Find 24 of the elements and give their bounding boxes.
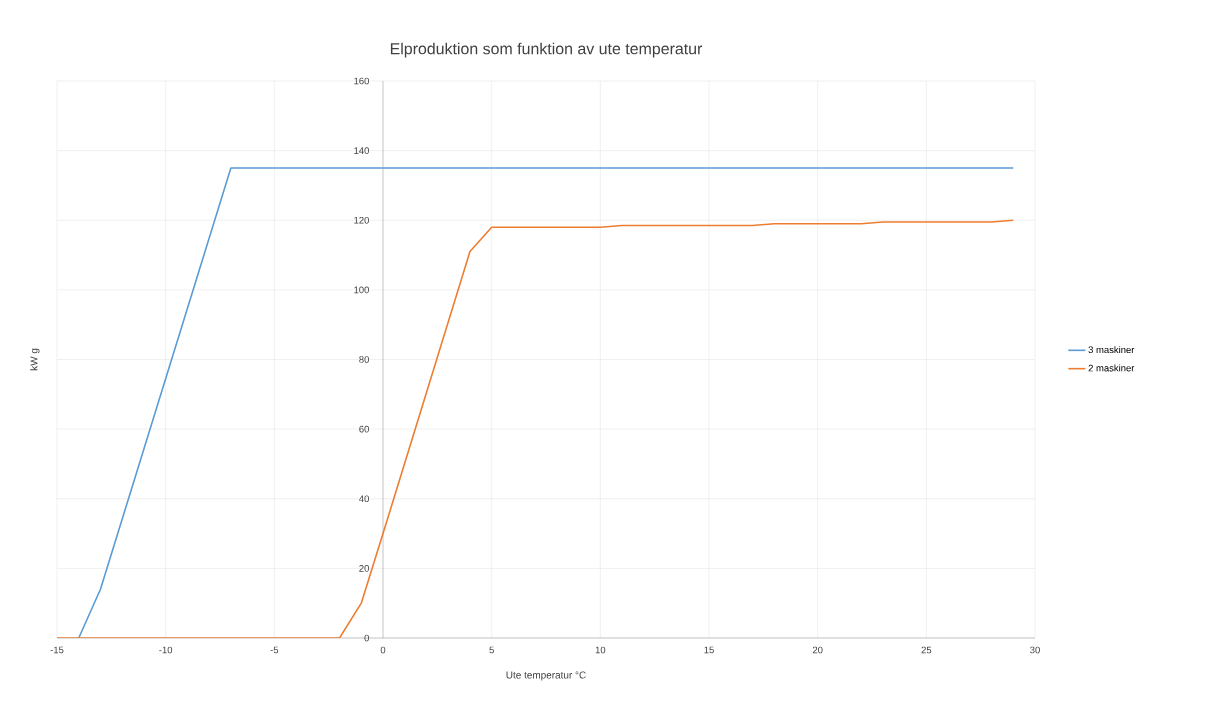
- chart-title: Elproduktion som funktion av ute temperatur: [390, 42, 703, 58]
- y-axis-title: kW g: [30, 348, 40, 371]
- x-axis-title: Ute temperatur °C: [506, 671, 586, 681]
- x-tick-label: 20: [812, 646, 823, 654]
- y-tick-label: 160: [354, 77, 369, 85]
- y-tick-label: 140: [354, 147, 369, 154]
- y-tick-label: 120: [354, 216, 369, 224]
- x-tick-label: 10: [595, 646, 606, 654]
- x-tick-label: 25: [921, 646, 932, 654]
- x-tick-label: 5: [489, 646, 494, 654]
- x-tick-label: -5: [270, 646, 279, 654]
- y-tick-label: 0: [364, 634, 369, 642]
- y-tick-label: 100: [354, 286, 369, 294]
- y-tick-label: 40: [359, 495, 369, 503]
- x-tick-label: -10: [159, 646, 173, 654]
- x-tick-label: 30: [1030, 646, 1040, 654]
- x-tick-label: -15: [50, 646, 64, 654]
- y-tick-label: 20: [359, 565, 369, 572]
- x-tick-label: 0: [380, 646, 386, 654]
- y-tick-label: 80: [359, 356, 369, 363]
- y-tick-label: 60: [359, 425, 369, 433]
- legend-label: 3 maskiner: [1088, 346, 1135, 354]
- legend-label: 2 maskiner: [1088, 364, 1135, 372]
- x-tick-label: 15: [704, 646, 714, 654]
